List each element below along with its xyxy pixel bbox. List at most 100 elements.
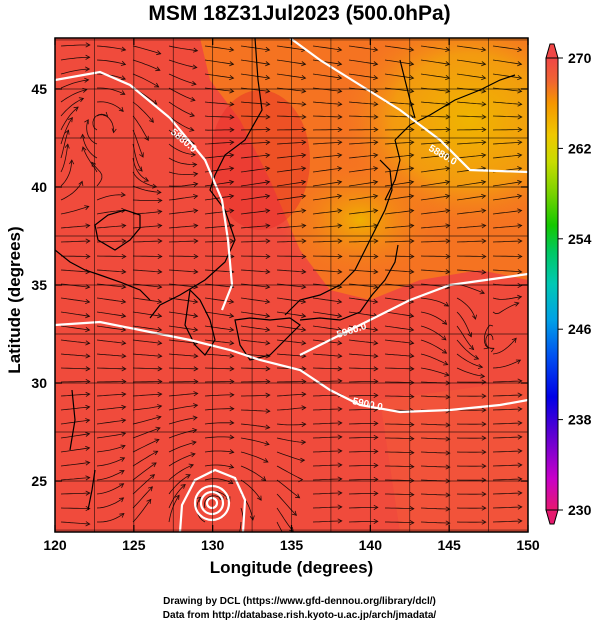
streamline-arrowhead bbox=[301, 61, 307, 67]
streamline-arrowhead bbox=[517, 448, 523, 454]
streamline-arrowhead bbox=[517, 114, 523, 120]
streamline-arrowhead bbox=[481, 152, 487, 158]
streamline-arrowhead bbox=[301, 313, 307, 319]
streamline bbox=[132, 101, 154, 123]
streamline-arrowhead bbox=[337, 46, 343, 52]
streamline-arrowhead bbox=[337, 253, 343, 259]
streamline-arrowhead bbox=[472, 314, 477, 320]
streamline-arrowhead bbox=[85, 391, 91, 397]
streamline-arrowhead bbox=[373, 88, 379, 94]
streamline-arrowhead bbox=[373, 326, 379, 333]
streamline bbox=[96, 419, 126, 425]
streamline bbox=[456, 339, 479, 360]
streamline bbox=[60, 130, 69, 159]
streamline-arrowhead bbox=[84, 205, 90, 211]
streamline-arrowhead bbox=[118, 483, 125, 488]
streamline bbox=[132, 225, 162, 229]
streamline bbox=[456, 101, 486, 105]
streamline bbox=[204, 45, 234, 51]
streamline-arrowhead bbox=[337, 208, 343, 214]
streamline-arrowhead bbox=[481, 193, 487, 199]
streamline bbox=[420, 87, 450, 92]
streamline bbox=[456, 141, 486, 145]
contour-typhoon-ring-2 bbox=[199, 490, 225, 516]
streamline-arrowhead bbox=[373, 504, 379, 510]
contour-5880-north bbox=[55, 70, 234, 311]
streamline bbox=[385, 479, 414, 482]
streamline bbox=[204, 87, 234, 92]
streamline bbox=[240, 167, 270, 173]
streamline bbox=[420, 45, 450, 51]
streamline bbox=[240, 87, 270, 92]
streamline bbox=[348, 479, 378, 481]
colorbar-tick-label: 262 bbox=[568, 140, 592, 156]
streamline bbox=[492, 195, 522, 201]
streamline-arrowhead bbox=[229, 127, 235, 133]
streamline-arrowhead bbox=[193, 269, 199, 275]
streamline bbox=[384, 367, 414, 370]
x-tick-label: 150 bbox=[516, 537, 540, 553]
streamline bbox=[348, 255, 378, 257]
streamline-arrowhead bbox=[149, 117, 154, 123]
streamline bbox=[456, 45, 486, 51]
streamline bbox=[204, 101, 234, 105]
streamline bbox=[312, 45, 342, 51]
streamline bbox=[312, 353, 342, 357]
streamline-arrowhead bbox=[373, 448, 379, 454]
streamline-arrowhead bbox=[517, 166, 523, 172]
streamline-arrowhead bbox=[119, 512, 125, 518]
streamline-arrowhead bbox=[481, 393, 487, 399]
streamline-arrowhead bbox=[517, 61, 523, 67]
streamline bbox=[168, 464, 194, 481]
streamline-arrowhead bbox=[517, 294, 523, 300]
streamline-arrowhead bbox=[229, 101, 235, 107]
streamline-arrowhead bbox=[120, 444, 126, 450]
streamline bbox=[420, 465, 450, 468]
streamline bbox=[492, 59, 522, 65]
streamline-arrowhead bbox=[121, 223, 127, 229]
x-axis: 120 125 130 135 140 145 150 bbox=[43, 38, 540, 553]
streamline-arrowhead bbox=[193, 171, 199, 177]
streamline bbox=[312, 436, 342, 439]
streamline-arrowhead bbox=[265, 139, 271, 145]
streamline-arrowhead bbox=[301, 439, 307, 445]
streamline-arrowhead bbox=[153, 450, 159, 456]
streamline bbox=[348, 167, 378, 173]
y-tick-label: 40 bbox=[31, 179, 47, 195]
streamline-arrowhead bbox=[301, 391, 307, 397]
streamline-arrowhead bbox=[517, 476, 523, 482]
colorbar: 270 262 254 246 238 230 bbox=[545, 43, 592, 525]
streamline-arrowhead bbox=[121, 366, 127, 372]
streamline-arrowhead bbox=[517, 223, 523, 229]
streamline-arrowhead bbox=[409, 422, 415, 428]
streamline bbox=[168, 210, 198, 215]
streamline-arrowhead bbox=[295, 493, 301, 499]
streamline bbox=[312, 325, 342, 331]
streamline bbox=[204, 450, 234, 453]
streamline-arrowhead bbox=[190, 96, 196, 102]
streamline-arrowhead bbox=[337, 353, 343, 359]
streamline bbox=[420, 297, 449, 307]
streamline bbox=[384, 325, 414, 331]
streamline bbox=[168, 183, 198, 187]
streamline-arrowhead bbox=[337, 269, 343, 275]
streamline-arrowhead bbox=[481, 449, 487, 455]
streamline bbox=[312, 195, 342, 201]
streamline bbox=[312, 367, 342, 370]
streamline-arrowhead bbox=[517, 462, 523, 468]
streamline-arrowhead bbox=[445, 450, 451, 456]
streamline bbox=[384, 45, 414, 51]
streamline bbox=[492, 436, 522, 439]
streamline bbox=[91, 162, 103, 187]
streamline-arrowhead bbox=[157, 209, 163, 215]
streamline bbox=[60, 521, 90, 525]
streamline-arrowhead bbox=[121, 404, 127, 410]
streamline bbox=[96, 432, 126, 439]
streamline-arrowhead bbox=[120, 431, 127, 437]
streamline-arrowhead bbox=[121, 238, 127, 244]
streamline-arrowhead bbox=[265, 88, 271, 94]
streamline bbox=[204, 353, 234, 357]
streamline bbox=[384, 255, 414, 257]
streamline-arrowhead bbox=[85, 475, 91, 481]
x-axis-label: Longitude (degrees) bbox=[209, 558, 374, 577]
